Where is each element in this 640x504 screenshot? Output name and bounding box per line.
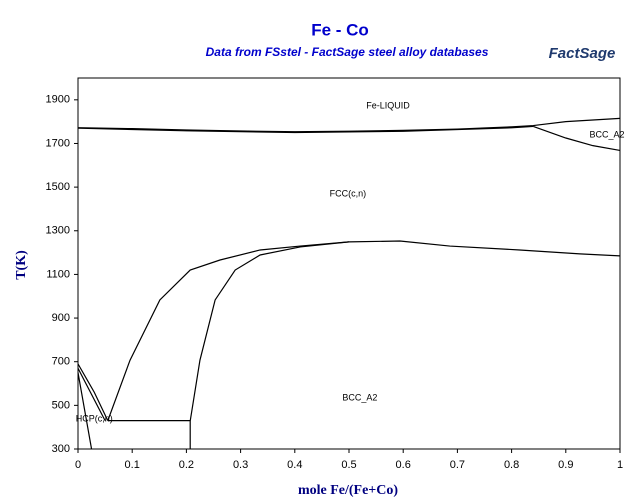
x-tick-label: 0.7: [450, 459, 465, 471]
x-tick-label: 0.6: [396, 459, 411, 471]
y-tick-label: 1500: [46, 181, 70, 193]
phase-boundary: [189, 241, 350, 449]
y-axis-label: T(K): [14, 250, 29, 280]
y-tick-label: 1900: [46, 94, 70, 106]
x-tick-label: 0.8: [504, 459, 519, 471]
x-tick-label: 1: [617, 459, 623, 471]
region-label: HCP(c,n): [76, 413, 113, 423]
y-tick-label: 900: [52, 312, 70, 324]
region-label: BCC_A2: [342, 393, 377, 403]
phase-boundary: [77, 117, 621, 133]
phase-boundary: [77, 363, 109, 421]
chart-subtitle: Data from FSstel - FactSage steel alloy …: [206, 45, 489, 59]
phase-boundary: [533, 125, 621, 152]
phase-boundary: [77, 125, 534, 134]
chart-title: Fe - Co: [311, 20, 369, 39]
x-tick-label: 0.3: [233, 459, 248, 471]
region-label: Fe-LIQUID: [366, 100, 410, 110]
y-tick-label: 300: [52, 443, 70, 455]
x-tick-label: 0.4: [287, 459, 302, 471]
phase-boundary: [107, 240, 621, 421]
x-tick-label: 0: [75, 459, 81, 471]
y-tick-label: 500: [52, 399, 70, 411]
y-tick-label: 1700: [46, 137, 70, 149]
x-tick-label: 0.1: [125, 459, 140, 471]
y-tick-label: 1100: [46, 268, 70, 280]
x-axis-label: mole Fe/(Fe+Co): [298, 483, 398, 498]
y-tick-label: 700: [52, 356, 70, 368]
region-label: BCC_A2: [589, 129, 624, 139]
x-tick-label: 0.5: [341, 459, 356, 471]
phase-boundary: [77, 367, 106, 421]
region-label: FCC(c,n): [330, 188, 367, 198]
logo: FactSage: [549, 45, 616, 62]
x-tick-label: 0.9: [558, 459, 573, 471]
x-tick-label: 0.2: [179, 459, 194, 471]
y-tick-label: 1300: [46, 225, 70, 237]
phase-boundary: [77, 372, 93, 450]
